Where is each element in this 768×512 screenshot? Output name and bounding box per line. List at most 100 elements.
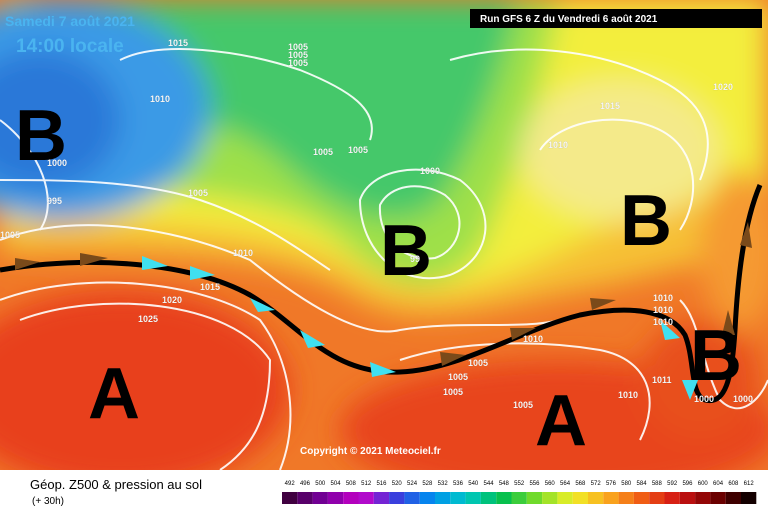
run-info: Run GFS 6 Z du Vendredi 6 août 2021 bbox=[480, 14, 658, 25]
isobar-label: 1015 bbox=[600, 101, 620, 111]
scale-label: 540 bbox=[468, 481, 479, 487]
scale-label: 608 bbox=[728, 481, 739, 487]
isobar-label: 1005 bbox=[288, 58, 308, 68]
isobar-label: 1010 bbox=[653, 305, 673, 315]
scale-cell bbox=[603, 492, 619, 504]
color-scale: 492 496 500 504 508 512 516 520 524 528 532 536 540 5… bbox=[282, 481, 757, 504]
scale-label: 548 bbox=[499, 481, 510, 487]
isobars bbox=[0, 48, 768, 471]
scale-label: 544 bbox=[484, 481, 495, 487]
isobar-label: 1005 bbox=[288, 50, 308, 60]
scale-cell bbox=[511, 492, 527, 504]
isobar-label: 1000 bbox=[47, 158, 67, 168]
scale-cell bbox=[373, 492, 390, 504]
forecast-date: Samedi 7 août 2021 bbox=[5, 13, 135, 29]
scale-cell bbox=[327, 492, 344, 504]
isobar-label: 1010 bbox=[233, 248, 253, 258]
scale-label: 532 bbox=[438, 481, 449, 487]
scale-cell bbox=[404, 492, 420, 504]
pressure-center: B bbox=[620, 181, 672, 261]
scale-label: 520 bbox=[392, 481, 403, 487]
copyright: Copyright © 2021 Meteociel.fr bbox=[300, 446, 441, 457]
scale-cell bbox=[679, 492, 696, 504]
scale-label: 512 bbox=[361, 481, 372, 487]
wind-arrows bbox=[15, 222, 752, 400]
pressure-centers: BB BA AB bbox=[15, 96, 742, 461]
scale-label: 500 bbox=[315, 481, 326, 487]
isobar-label: 1005 bbox=[288, 42, 308, 52]
isobar-label: 1000 bbox=[694, 394, 714, 404]
scale-label: 496 bbox=[300, 481, 311, 487]
scale-label: 536 bbox=[453, 481, 464, 487]
scale-label: 524 bbox=[407, 481, 418, 487]
isobar-label: 1025 bbox=[138, 314, 158, 324]
run-box bbox=[470, 9, 762, 28]
isobar-label: 1000 bbox=[733, 394, 753, 404]
scale-label: 604 bbox=[713, 481, 724, 487]
scale-cell bbox=[664, 492, 680, 504]
scale-cell bbox=[297, 492, 313, 504]
scale-label: 588 bbox=[652, 481, 663, 487]
forecast-time: 14:00 locale bbox=[16, 36, 124, 57]
scale-cell bbox=[649, 492, 665, 504]
scale-label: 580 bbox=[621, 481, 632, 487]
scale-label: 504 bbox=[331, 481, 342, 487]
scale-label: 572 bbox=[591, 481, 602, 487]
isobar-label: 1005 bbox=[313, 147, 333, 157]
scale-label: 560 bbox=[545, 481, 556, 487]
scale-label: 576 bbox=[606, 481, 617, 487]
scale-cell bbox=[465, 492, 481, 504]
pressure-center: A bbox=[88, 354, 140, 434]
isobar-label: 1005 bbox=[513, 400, 533, 410]
scale-cell bbox=[419, 492, 435, 504]
pressure-center: B bbox=[380, 211, 432, 291]
footer-subtitle: (+ 30h) bbox=[32, 496, 64, 507]
isobar-label: 1010 bbox=[548, 140, 568, 150]
scale-cell bbox=[741, 492, 757, 504]
scale-label: 556 bbox=[529, 481, 540, 487]
pressure-center: A bbox=[535, 381, 587, 461]
isobar-label: 1005 bbox=[468, 358, 488, 368]
scale-cell bbox=[435, 492, 451, 504]
isobar-label: 1015 bbox=[168, 38, 188, 48]
scale-cell bbox=[725, 492, 741, 504]
scale-label: 612 bbox=[744, 481, 755, 487]
scale-label: 592 bbox=[667, 481, 678, 487]
scale-cell bbox=[588, 492, 604, 504]
isobar-label: 1010 bbox=[150, 94, 170, 104]
scale-label: 528 bbox=[422, 481, 433, 487]
scale-label: 584 bbox=[637, 481, 648, 487]
isobar-label: 995 bbox=[47, 196, 62, 206]
scale-label: 600 bbox=[698, 481, 709, 487]
jet-stream bbox=[0, 184, 763, 404]
scale-label: 516 bbox=[376, 481, 387, 487]
scale-cell bbox=[557, 492, 573, 504]
scale-cell bbox=[358, 492, 374, 504]
scale-cell bbox=[633, 492, 650, 504]
scale-cell bbox=[343, 492, 359, 504]
scale-label: 552 bbox=[514, 481, 525, 487]
scale-cell bbox=[695, 492, 711, 504]
scale-label: 596 bbox=[682, 481, 693, 487]
isobar-label: 1010 bbox=[618, 390, 638, 400]
isobar-label: 1010 bbox=[653, 293, 673, 303]
footer bbox=[0, 470, 768, 512]
isobar-label: 1010 bbox=[523, 334, 543, 344]
isobar-label: 1005 bbox=[348, 145, 368, 155]
scale-cell bbox=[496, 492, 512, 504]
field bbox=[0, 0, 768, 500]
scale-label: 568 bbox=[575, 481, 586, 487]
scale-cell bbox=[618, 492, 634, 504]
scale-cell bbox=[710, 492, 726, 504]
scale-cell bbox=[572, 492, 588, 504]
scale-cell bbox=[282, 492, 298, 504]
isobar-label: 1015 bbox=[200, 282, 220, 292]
pressure-center: B bbox=[15, 96, 67, 176]
scale-cell bbox=[450, 492, 466, 504]
isobar-label: 1011 bbox=[652, 375, 672, 385]
isobar-label: 1020 bbox=[713, 82, 733, 92]
scale-cell bbox=[526, 492, 543, 504]
